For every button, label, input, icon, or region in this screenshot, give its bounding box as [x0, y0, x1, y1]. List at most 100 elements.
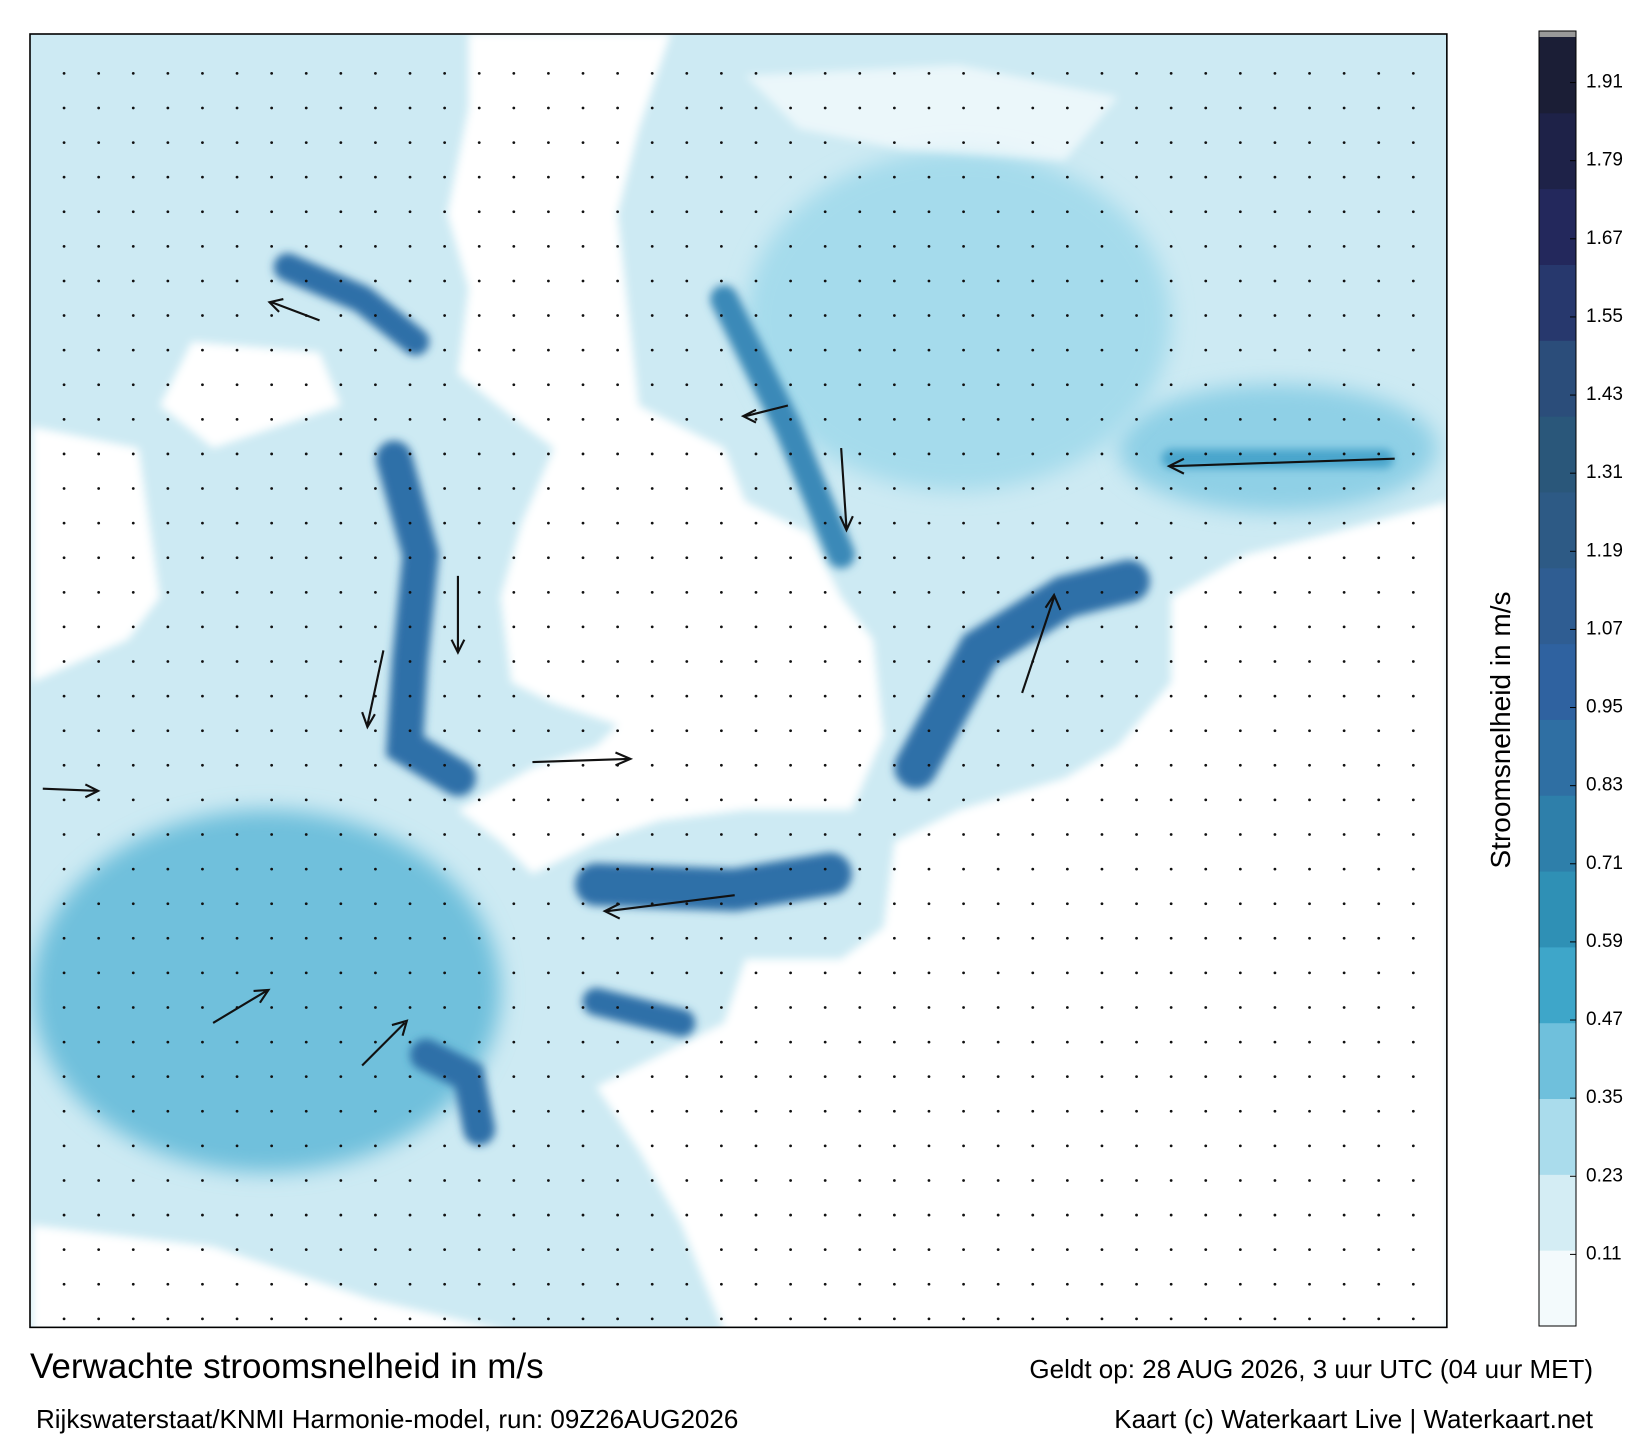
grid-dot [581, 521, 585, 525]
grid-dot [408, 106, 412, 110]
grid-dot [789, 175, 792, 179]
grid-dot [1308, 210, 1311, 214]
grid-dot [1169, 590, 1173, 594]
grid-dot [1204, 902, 1208, 906]
grid-dot [270, 106, 274, 110]
grid-dot [892, 1144, 896, 1148]
grid-dot [823, 660, 827, 663]
grid-dot [97, 902, 101, 906]
grid-dot [1411, 1109, 1415, 1113]
grid-dot [823, 590, 827, 594]
grid-dot [97, 1075, 101, 1079]
grid-dot [1031, 383, 1035, 387]
grid-dot [754, 1075, 758, 1079]
grid-dot [547, 175, 550, 179]
grid-dot [1308, 694, 1311, 698]
grid-dot [235, 1282, 239, 1286]
grid-dot [339, 590, 343, 594]
grid-dot [962, 1109, 965, 1113]
grid-dot [962, 1179, 965, 1182]
grid-dot [166, 590, 170, 594]
grid-dot [270, 1248, 274, 1252]
grid-dot [996, 971, 1000, 975]
grid-dot [1377, 936, 1381, 940]
grid-dot [685, 763, 689, 767]
grid-dot [512, 244, 516, 248]
grid-dot [685, 141, 689, 144]
grid-dot [1377, 383, 1381, 387]
colorbar-band [1539, 112, 1576, 190]
grid-dot [996, 936, 1000, 940]
grid-dot [270, 314, 274, 317]
grid-dot [1273, 971, 1277, 975]
grid-dot [1308, 660, 1311, 663]
grid-dot [270, 452, 274, 456]
grid-dot [443, 452, 447, 456]
grid-dot [720, 625, 723, 629]
grid-dot [1342, 1317, 1346, 1321]
grid-dot [1342, 1282, 1346, 1286]
grid-dot [789, 1248, 792, 1252]
grid-dot [270, 590, 274, 594]
grid-dot [270, 244, 274, 248]
grid-dot [1377, 971, 1381, 975]
grid-dot [62, 1282, 66, 1286]
grid-dot [374, 902, 377, 906]
grid-dot [1204, 1006, 1208, 1009]
grid-dot [201, 833, 204, 836]
grid-dot [1342, 1040, 1346, 1044]
grid-dot [892, 625, 896, 629]
grid-dot [1135, 1144, 1138, 1148]
grid-dot [962, 833, 965, 836]
grid-dot [1308, 521, 1311, 525]
grid-dot [581, 1144, 585, 1148]
grid-dot [1273, 867, 1277, 871]
grid-dot [1273, 729, 1277, 733]
grid-dot [789, 902, 792, 906]
grid-dot [858, 590, 862, 594]
grid-dot [720, 521, 723, 525]
grid-dot [97, 660, 101, 663]
grid-dot [1169, 1282, 1173, 1286]
grid-dot [1204, 590, 1208, 594]
grid-dot [1411, 763, 1415, 767]
grid-dot [270, 487, 274, 490]
grid-dot [1411, 417, 1415, 421]
grid-dot [581, 1213, 585, 1217]
grid-dot [581, 1179, 585, 1182]
grid-dot [547, 1213, 550, 1217]
grid-dot [201, 244, 204, 248]
grid-dot [304, 867, 308, 871]
grid-dot [685, 867, 689, 871]
grid-dot [1273, 660, 1277, 663]
grid-dot [789, 1213, 792, 1217]
grid-dot [62, 1109, 66, 1113]
grid-dot [1273, 106, 1277, 110]
grid-dot [927, 1248, 931, 1252]
grid-dot [720, 1109, 723, 1113]
grid-dot [166, 279, 170, 283]
grid-dot [1238, 1213, 1242, 1217]
grid-dot [962, 487, 965, 490]
grid-dot [581, 556, 585, 560]
grid-dot [374, 833, 377, 836]
map [29, 33, 1448, 1329]
grid-dot [1308, 936, 1311, 940]
grid-dot [477, 1109, 481, 1113]
grid-dot [374, 210, 377, 214]
grid-dot [858, 1317, 862, 1321]
grid-dot [650, 1213, 654, 1217]
grid-dot [1169, 348, 1173, 352]
grid-dot [892, 452, 896, 456]
grid-dot [374, 660, 377, 663]
grid-dot [1411, 902, 1415, 906]
grid-dot [823, 244, 827, 248]
grid-dot [720, 279, 723, 283]
grid-dot [374, 1282, 377, 1286]
grid-dot [547, 72, 550, 75]
grid-dot [1342, 1075, 1346, 1079]
grid-dot [235, 798, 239, 802]
grid-dot [97, 175, 101, 179]
grid-dot [823, 1317, 827, 1321]
grid-dot [927, 590, 931, 594]
